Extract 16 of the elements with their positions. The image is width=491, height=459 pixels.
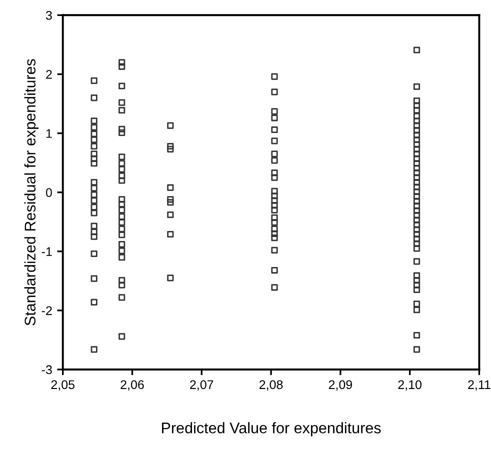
x-tick-label: 2,10 [398, 380, 422, 391]
y-tick-label: -3 [42, 365, 52, 374]
y-tick-label: 2 [46, 70, 52, 79]
x-tick-label: 2,07 [190, 380, 214, 391]
x-tick-label: 2,08 [260, 380, 283, 391]
x-tick-label: 2,06 [120, 380, 144, 391]
x-tick-label: 2,05 [51, 380, 74, 391]
y-tick-label: 3 [46, 10, 52, 20]
x-axis-title: Predicted Value for expenditures [162, 422, 381, 436]
x-tick-label: 2,09 [328, 380, 352, 391]
y-tick-label: -1 [42, 247, 52, 256]
y-axis-title: Standardized Residual for expenditures [24, 59, 39, 326]
x-tick-label: 2,11 [468, 380, 490, 391]
y-tick-label: 0 [46, 188, 52, 197]
y-tick-label: 1 [46, 129, 52, 138]
y-tick-label: -2 [42, 306, 52, 315]
